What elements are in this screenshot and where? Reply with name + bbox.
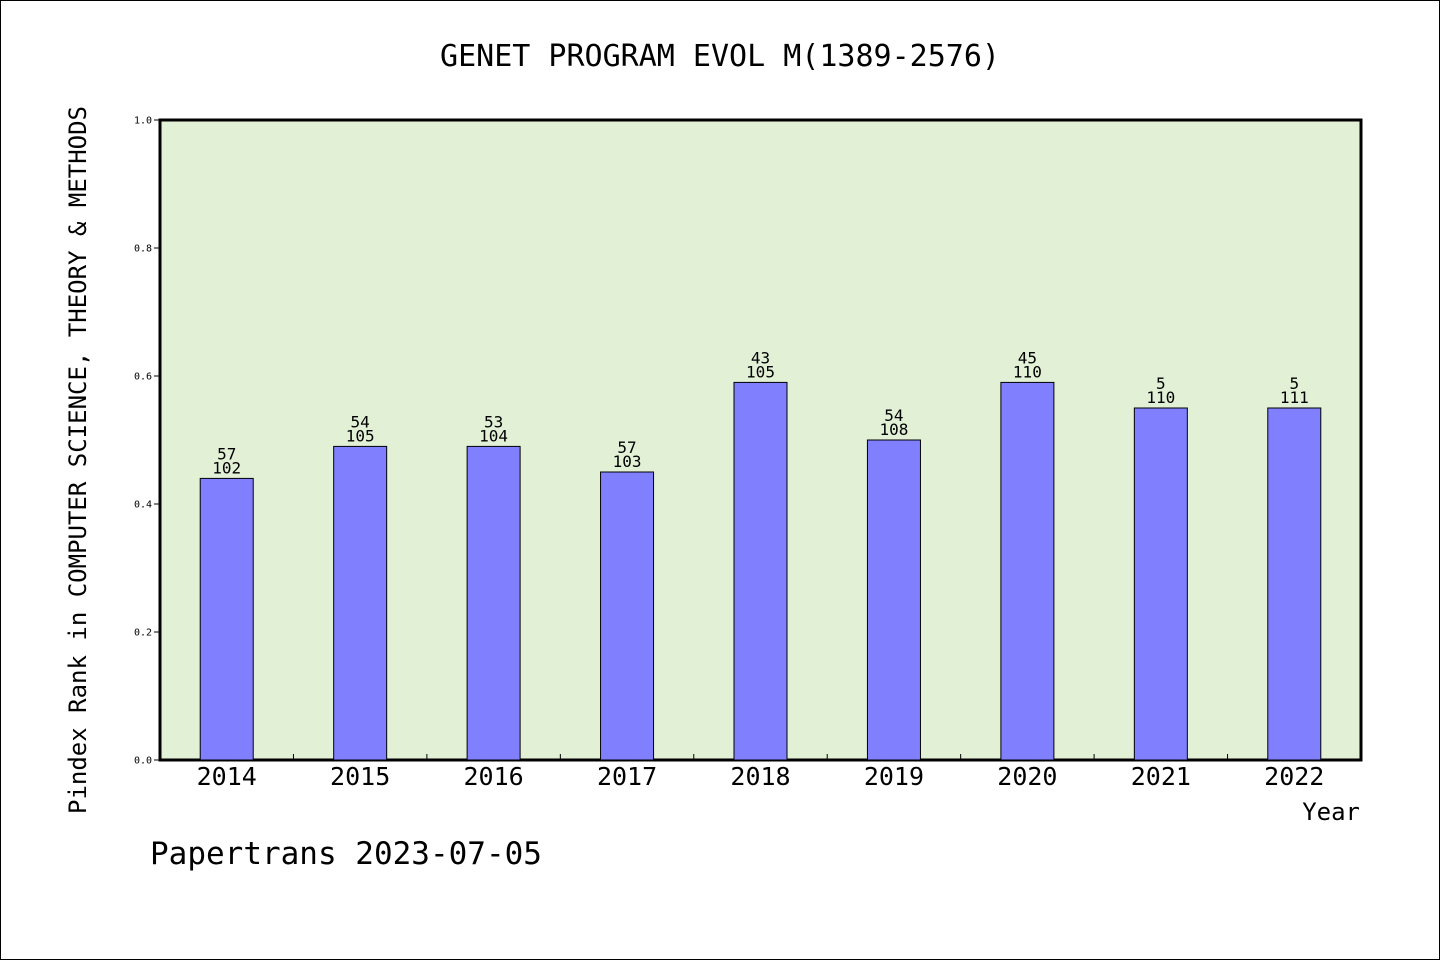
x-tick-label: 2018 (730, 762, 790, 791)
y-tick-label: 0.4 (134, 500, 152, 511)
bar-2019 (866, 439, 921, 761)
bar-2018 (733, 381, 788, 761)
bar-2020 (1000, 381, 1055, 761)
y-tick-label: 0.0 (134, 756, 152, 767)
y-ticks-group: 0.0 0.2 0.4 0.6 0.8 1.0 (134, 116, 160, 767)
x-tick-label: 2015 (330, 762, 390, 791)
bar-rank-label: 5 (1289, 374, 1299, 393)
bar-total-label: 108 (879, 420, 908, 439)
y-tick-label: 1.0 (134, 116, 152, 127)
x-tick-label: 2021 (1131, 762, 1191, 791)
bar-rank-label: 54 (351, 412, 370, 431)
chart-title: GENET PROGRAM EVOL M(1389-2576) (440, 39, 1000, 74)
bar-rank-label: 53 (484, 412, 503, 431)
bar-2014 (199, 477, 254, 761)
bar-2017 (600, 471, 655, 761)
bar-rank-label: 57 (617, 438, 636, 457)
bar-total-label: 105 (746, 362, 775, 381)
x-tick-label: 2020 (997, 762, 1057, 791)
y-axis-label: Pindex Rank in COMPUTER SCIENCE, THEORY … (64, 106, 92, 814)
bar-rank-label: 54 (884, 406, 903, 425)
x-tick-label: 2019 (864, 762, 924, 791)
y-tick-label: 0.2 (134, 628, 152, 639)
bar-2016 (466, 445, 521, 761)
bar-total-label: 111 (1280, 388, 1309, 407)
bar-total-label: 110 (1146, 388, 1175, 407)
x-tick-label: 2016 (464, 762, 524, 791)
bar-rank-label: 57 (217, 444, 236, 463)
x-axis-label: Year (1302, 798, 1360, 826)
y-tick-label: 0.6 (134, 372, 152, 383)
footer-credit: Papertrans 2023-07-05 (150, 836, 542, 872)
bar-2022 (1267, 407, 1322, 761)
bar-2021 (1133, 407, 1188, 761)
bar-total-label: 103 (613, 452, 642, 471)
x-ticks-group: 2014 2015 2016 2017 2018 2019 2020 2021 2022 (197, 754, 1324, 791)
bar-rank-label: 45 (1018, 348, 1037, 367)
bar-total-label: 105 (346, 426, 375, 445)
bar-rank-label: 5 (1156, 374, 1166, 393)
x-tick-label: 2017 (597, 762, 657, 791)
bar-2015 (333, 445, 388, 761)
bar-total-label: 110 (1013, 362, 1042, 381)
bars-group: 5710254105531045710343105541084511051105… (199, 348, 1322, 761)
bar-total-label: 102 (212, 458, 241, 477)
y-tick-label: 0.8 (134, 244, 152, 255)
x-tick-label: 2022 (1264, 762, 1324, 791)
x-tick-label: 2014 (197, 762, 257, 791)
bar-total-label: 104 (479, 426, 508, 445)
bar-rank-label: 43 (751, 348, 770, 367)
